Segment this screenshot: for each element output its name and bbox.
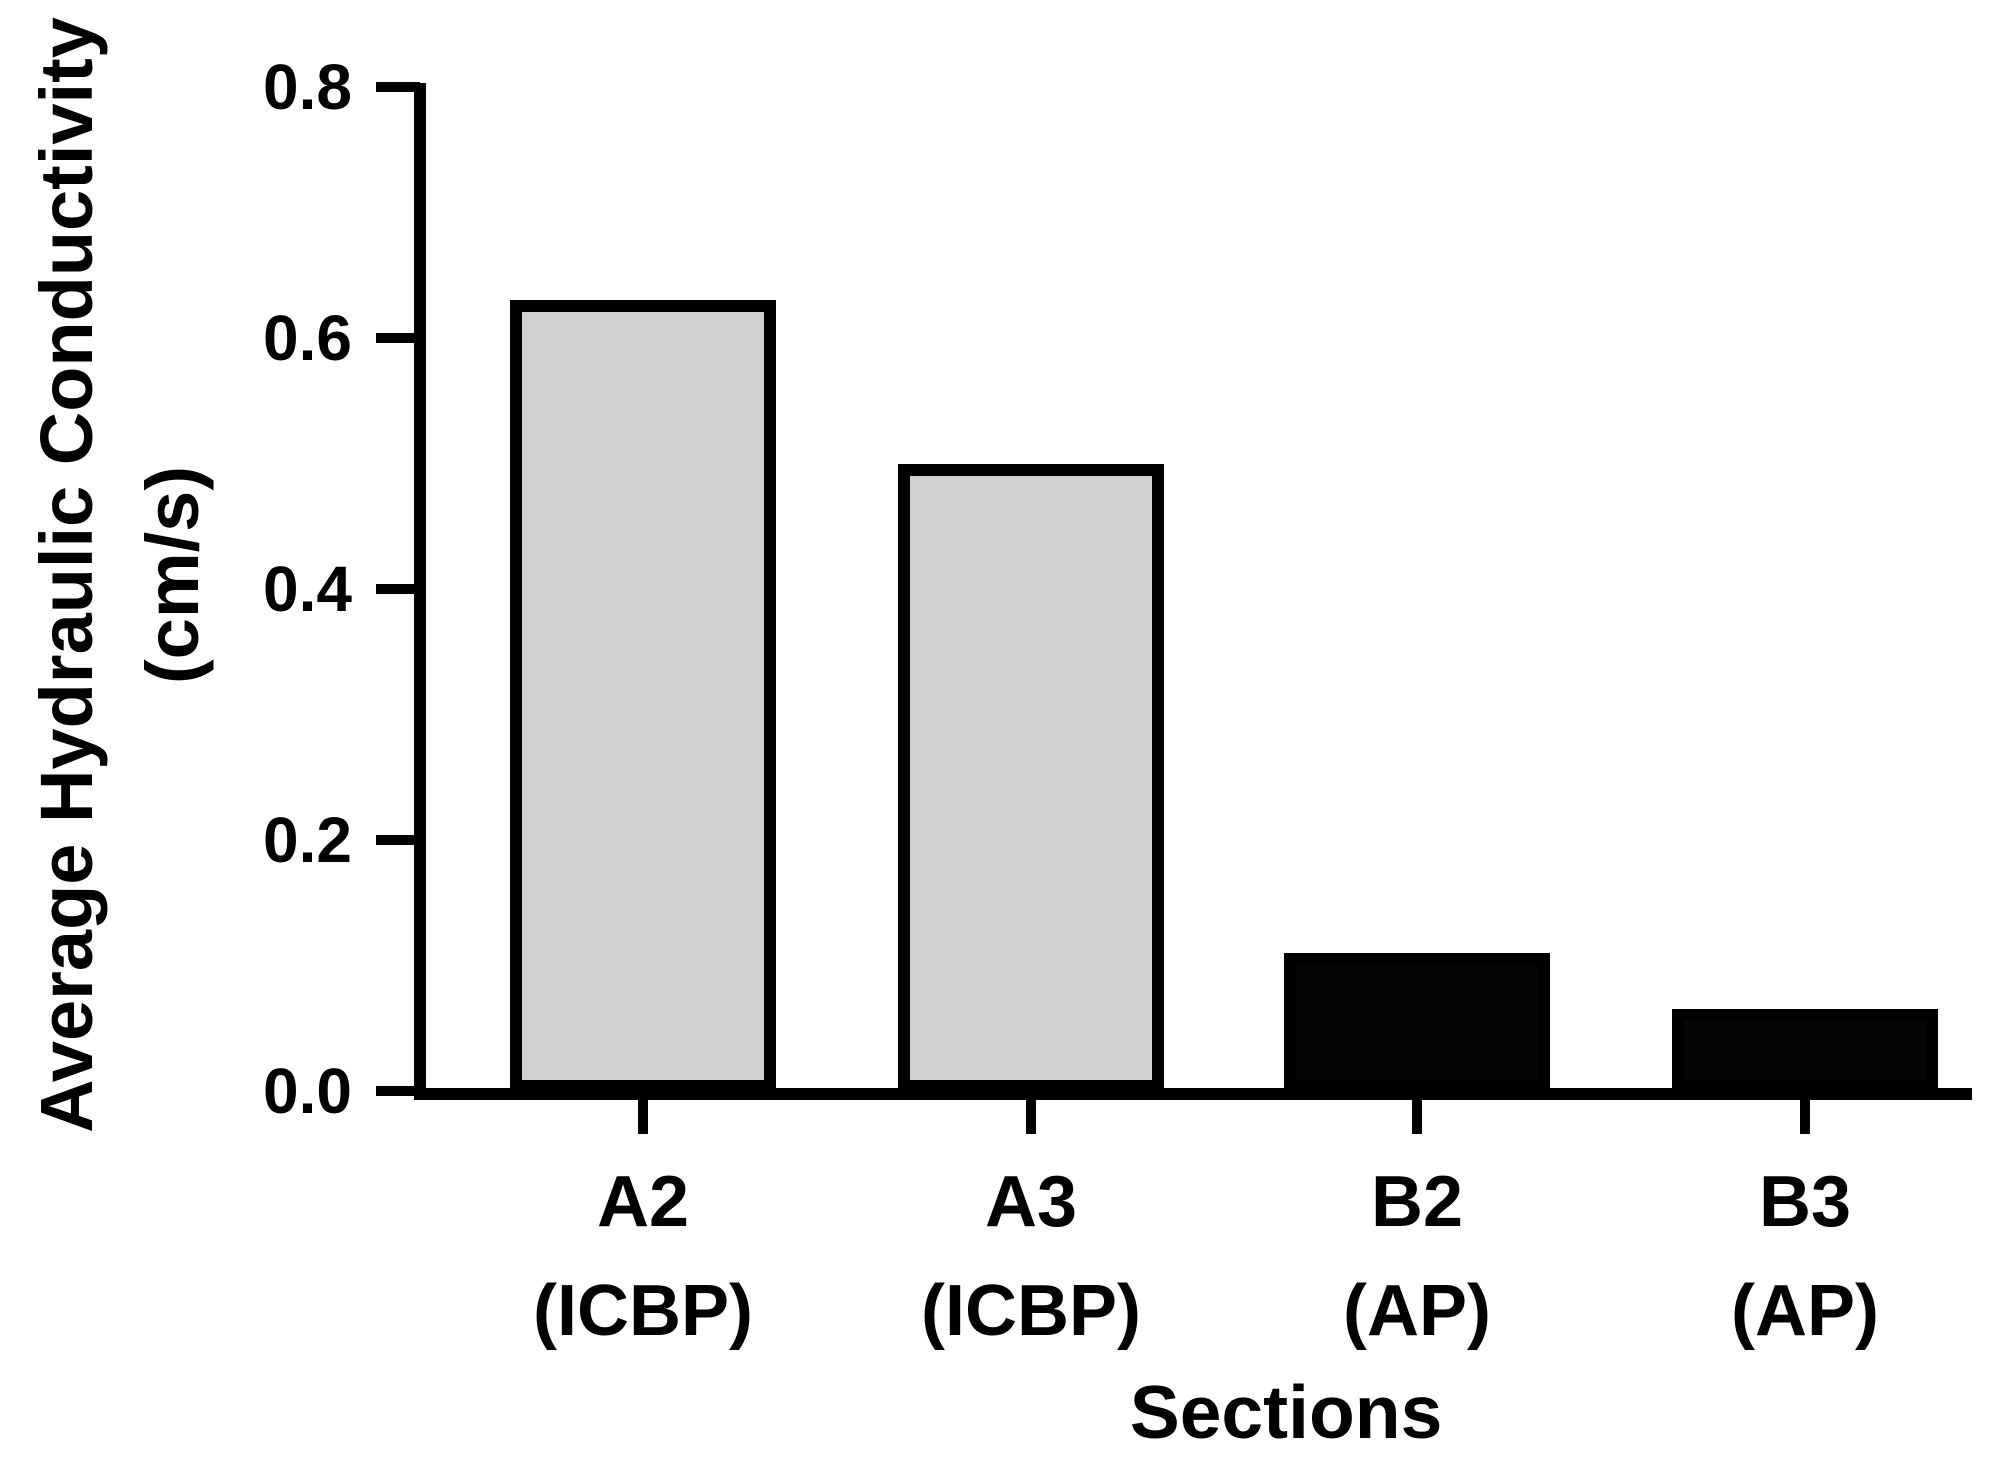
x-tick-label-B2: B2 xyxy=(1370,1162,1464,1242)
bar-B2 xyxy=(1284,952,1550,1092)
y-tick-0.0 xyxy=(376,1086,420,1096)
bar-A2 xyxy=(510,300,776,1092)
x-tick-sublabel-A2: (ICBP) xyxy=(533,1271,753,1351)
bar-B3 xyxy=(1672,1009,1938,1092)
y-tick-label-0.0: 0.0 xyxy=(263,1055,352,1127)
x-tick-sublabel-A3: (ICBP) xyxy=(921,1271,1141,1351)
x-tick-label-B3: B3 xyxy=(1758,1162,1852,1242)
y-tick-label-0.4: 0.4 xyxy=(263,553,352,625)
y-tick-label-0.6: 0.6 xyxy=(263,302,352,374)
y-tick-0.4 xyxy=(376,584,420,594)
bar-A3 xyxy=(898,463,1164,1092)
y-tick-label-0.2: 0.2 xyxy=(263,804,352,876)
x-tick-A2 xyxy=(638,1100,648,1134)
x-tick-label-A2: A2 xyxy=(596,1162,690,1242)
y-tick-0.2 xyxy=(376,835,420,845)
y-tick-0.6 xyxy=(376,333,420,343)
x-axis-line xyxy=(414,1088,1972,1100)
x-tick-B2 xyxy=(1412,1100,1422,1134)
y-tick-label-0.8: 0.8 xyxy=(263,51,352,123)
y-axis-line xyxy=(414,83,426,1100)
x-tick-sublabel-B3: (AP) xyxy=(1731,1271,1879,1351)
x-tick-B3 xyxy=(1800,1100,1810,1134)
y-tick-0.8 xyxy=(376,82,420,92)
x-tick-A3 xyxy=(1026,1100,1036,1134)
x-tick-sublabel-B2: (AP) xyxy=(1343,1271,1491,1351)
x-axis-title: Sections xyxy=(1129,1370,1443,1454)
x-tick-label-A3: A3 xyxy=(984,1162,1078,1242)
